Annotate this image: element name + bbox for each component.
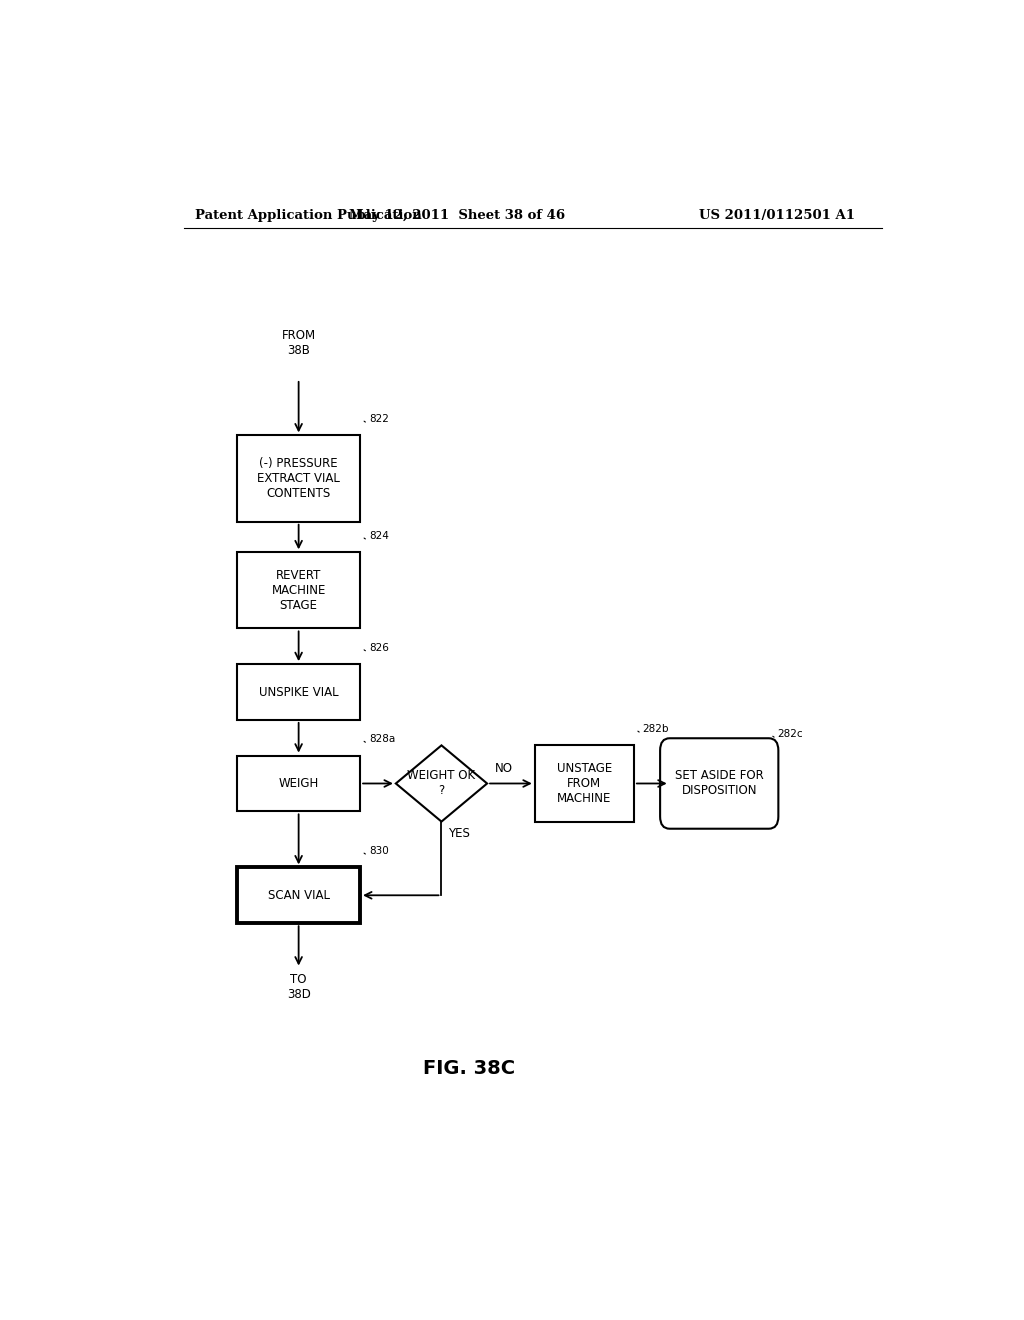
Text: TO
38D: TO 38D	[287, 973, 310, 1001]
Text: (-) PRESSURE
EXTRACT VIAL
CONTENTS: (-) PRESSURE EXTRACT VIAL CONTENTS	[257, 457, 340, 500]
Text: May 12, 2011  Sheet 38 of 46: May 12, 2011 Sheet 38 of 46	[349, 209, 565, 222]
Text: 826: 826	[369, 643, 389, 653]
Text: UNSPIKE VIAL: UNSPIKE VIAL	[259, 685, 339, 698]
Bar	[238, 436, 360, 521]
Polygon shape	[396, 746, 487, 821]
FancyBboxPatch shape	[660, 738, 778, 829]
Text: WEIGHT OK
?: WEIGHT OK ?	[408, 770, 475, 797]
Text: US 2011/0112501 A1: US 2011/0112501 A1	[699, 209, 855, 222]
Text: 282b: 282b	[643, 725, 669, 734]
Bar	[238, 755, 360, 812]
Text: SCAN VIAL: SCAN VIAL	[267, 888, 330, 902]
Text: WEIGH: WEIGH	[279, 777, 318, 789]
Text: SET ASIDE FOR
DISPOSITION: SET ASIDE FOR DISPOSITION	[675, 770, 764, 797]
Text: 828a: 828a	[369, 734, 395, 744]
Bar	[238, 867, 360, 923]
Text: UNSTAGE
FROM
MACHINE: UNSTAGE FROM MACHINE	[557, 762, 612, 805]
Text: REVERT
MACHINE
STAGE: REVERT MACHINE STAGE	[271, 569, 326, 612]
Bar	[535, 746, 634, 821]
Text: 830: 830	[369, 846, 388, 857]
Text: 822: 822	[369, 414, 389, 424]
Text: 824: 824	[369, 531, 389, 541]
Text: Patent Application Publication: Patent Application Publication	[196, 209, 422, 222]
Bar	[238, 552, 360, 628]
Text: FIG. 38C: FIG. 38C	[423, 1059, 515, 1077]
Text: YES: YES	[447, 826, 470, 840]
Text: FROM
38B: FROM 38B	[282, 329, 315, 356]
Text: 282c: 282c	[777, 729, 803, 739]
Text: NO: NO	[495, 763, 513, 775]
Bar	[238, 664, 360, 719]
